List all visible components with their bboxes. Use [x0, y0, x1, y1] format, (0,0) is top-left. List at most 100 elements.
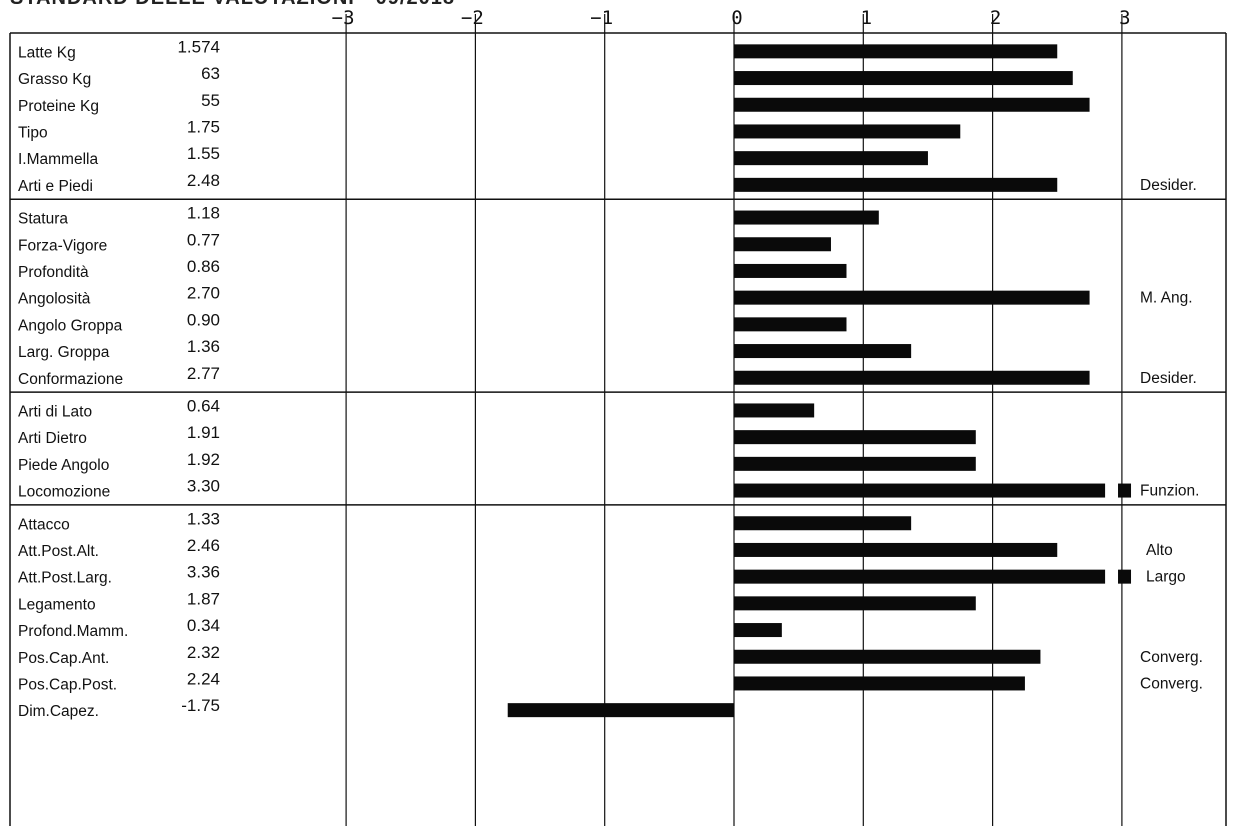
chart-row: Profondità 0.86 — [18, 257, 847, 281]
bar — [734, 596, 976, 611]
bar — [734, 210, 879, 225]
row-value: 1.87 — [187, 589, 220, 608]
bar — [734, 237, 831, 252]
bar — [734, 370, 1090, 385]
chart-row: Tipo 1.75 — [18, 117, 961, 141]
x-tick-label: −3 — [332, 7, 355, 29]
title-strip: STANDARD DELLE VALUTAZIONI - 09/2018 — [0, 0, 760, 10]
bar — [734, 317, 847, 332]
row-value: 0.90 — [187, 310, 220, 329]
row-label: Legamento — [18, 596, 96, 613]
row-note: Desider. — [1140, 177, 1197, 194]
x-tick-label: −2 — [461, 7, 484, 29]
chart-row: Att.Post.Alt. 2.46 Alto — [18, 536, 1173, 560]
row-label: Angolo Groppa — [18, 317, 123, 334]
row-note: Converg. — [1140, 675, 1203, 692]
row-value: 2.48 — [187, 171, 220, 190]
row-note: Funzion. — [1140, 483, 1199, 500]
chart-row: Arti di Lato 0.64 — [18, 396, 815, 420]
row-label: Proteine Kg — [18, 98, 99, 115]
chart-row: Att.Post.Larg. 3.36 Largo — [18, 563, 1186, 587]
row-value: 63 — [201, 64, 220, 83]
row-label: Conformazione — [18, 371, 123, 388]
row-value: 3.36 — [187, 563, 220, 582]
row-value: 0.64 — [187, 396, 220, 415]
chart-row: Latte Kg 1.574 — [18, 37, 1058, 61]
chart-frame — [9, 32, 1227, 826]
row-label: Arti Dietro — [18, 430, 87, 447]
row-label: Dim.Capez. — [18, 703, 99, 720]
row-label: Attacco — [18, 516, 70, 533]
row-group: Arti di Lato 0.64 Arti Dietro 1.91 Piede Ang… — [10, 391, 1226, 501]
row-value: 1.36 — [187, 337, 220, 356]
row-group: Statura 1.18 Forza-Vigore 0.77 Profondità 0.8… — [10, 198, 1226, 388]
bar — [734, 456, 976, 471]
chart-row: Grasso Kg 63 — [18, 64, 1073, 88]
chart-row: Conformazione 2.77 Desider. — [18, 364, 1197, 388]
row-value: 1.91 — [187, 423, 220, 442]
row-label: Att.Post.Alt. — [18, 543, 99, 560]
bar — [734, 71, 1073, 86]
row-note: Converg. — [1140, 649, 1203, 666]
x-tick-label: −1 — [590, 7, 613, 29]
row-label: Pos.Cap.Post. — [18, 676, 117, 693]
bar — [734, 97, 1090, 112]
bar — [734, 483, 1106, 498]
row-value: 2.46 — [187, 536, 220, 555]
row-value: 1.18 — [187, 204, 220, 223]
chart-row: Attacco 1.33 — [18, 509, 912, 533]
bar — [734, 344, 912, 359]
row-label: Larg. Groppa — [18, 344, 110, 361]
row-label: Piede Angolo — [18, 457, 109, 474]
row-value: 3.30 — [187, 477, 220, 496]
row-label: Statura — [18, 211, 68, 228]
chart-title: STANDARD DELLE VALUTAZIONI - 09/2018 — [10, 0, 455, 10]
row-label: I.Mammella — [18, 151, 98, 168]
row-label: Forza-Vigore — [18, 237, 107, 254]
bar — [734, 263, 847, 278]
bar — [507, 703, 734, 718]
chart-row: Arti Dietro 1.91 — [18, 423, 976, 447]
bar — [734, 623, 782, 638]
row-group: Latte Kg 1.574 Grasso Kg 63 Proteine Kg 55 Tip… — [18, 37, 1197, 195]
x-tick-label: 2 — [990, 7, 1001, 29]
row-value: 2.70 — [187, 284, 220, 303]
chart-row: Piede Angolo 1.92 — [18, 450, 976, 474]
row-note: Alto — [1146, 542, 1173, 559]
row-value: 2.24 — [187, 669, 220, 688]
row-label: Grasso Kg — [18, 71, 91, 88]
row-label: Pos.Cap.Ant. — [18, 650, 109, 667]
bar — [734, 44, 1058, 59]
bar — [734, 124, 961, 139]
chart-row: Arti e Piedi 2.48 Desider. — [18, 171, 1197, 195]
bar — [734, 516, 912, 531]
row-label: Tipo — [18, 124, 48, 141]
gridlines — [345, 14, 1123, 826]
row-value: 55 — [201, 91, 220, 110]
row-value: 1.33 — [187, 509, 220, 528]
bar — [734, 569, 1106, 584]
chart-row: Larg. Groppa 1.36 — [18, 337, 912, 361]
row-label: Profond.Mamm. — [18, 623, 128, 640]
row-label: Att.Post.Larg. — [18, 570, 112, 587]
row-value: 2.32 — [187, 643, 220, 662]
chart-row: Proteine Kg 55 — [18, 91, 1090, 115]
x-tick-label: 1 — [861, 7, 872, 29]
bar — [734, 151, 928, 166]
x-axis-ticks: −3 −2 −1 0 1 2 3 — [332, 7, 1131, 29]
chart-row: Dim.Capez. -1.75 — [18, 696, 734, 720]
x-tick-label: 3 — [1119, 7, 1130, 29]
bar — [734, 649, 1041, 664]
bar — [734, 676, 1025, 691]
row-value: 0.77 — [187, 230, 220, 249]
chart-row: Forza-Vigore 0.77 — [18, 230, 831, 254]
row-value: 0.86 — [187, 257, 220, 276]
chart-row: I.Mammella 1.55 — [18, 144, 928, 168]
row-label: Arti di Lato — [18, 403, 92, 420]
chart-row: Locomozione 3.30 Funzion. — [18, 477, 1199, 501]
chart-row: Angolosità 2.70 M. Ang. — [18, 284, 1193, 308]
bar-overflow-marker — [1118, 569, 1132, 584]
row-label: Profondità — [18, 264, 89, 281]
